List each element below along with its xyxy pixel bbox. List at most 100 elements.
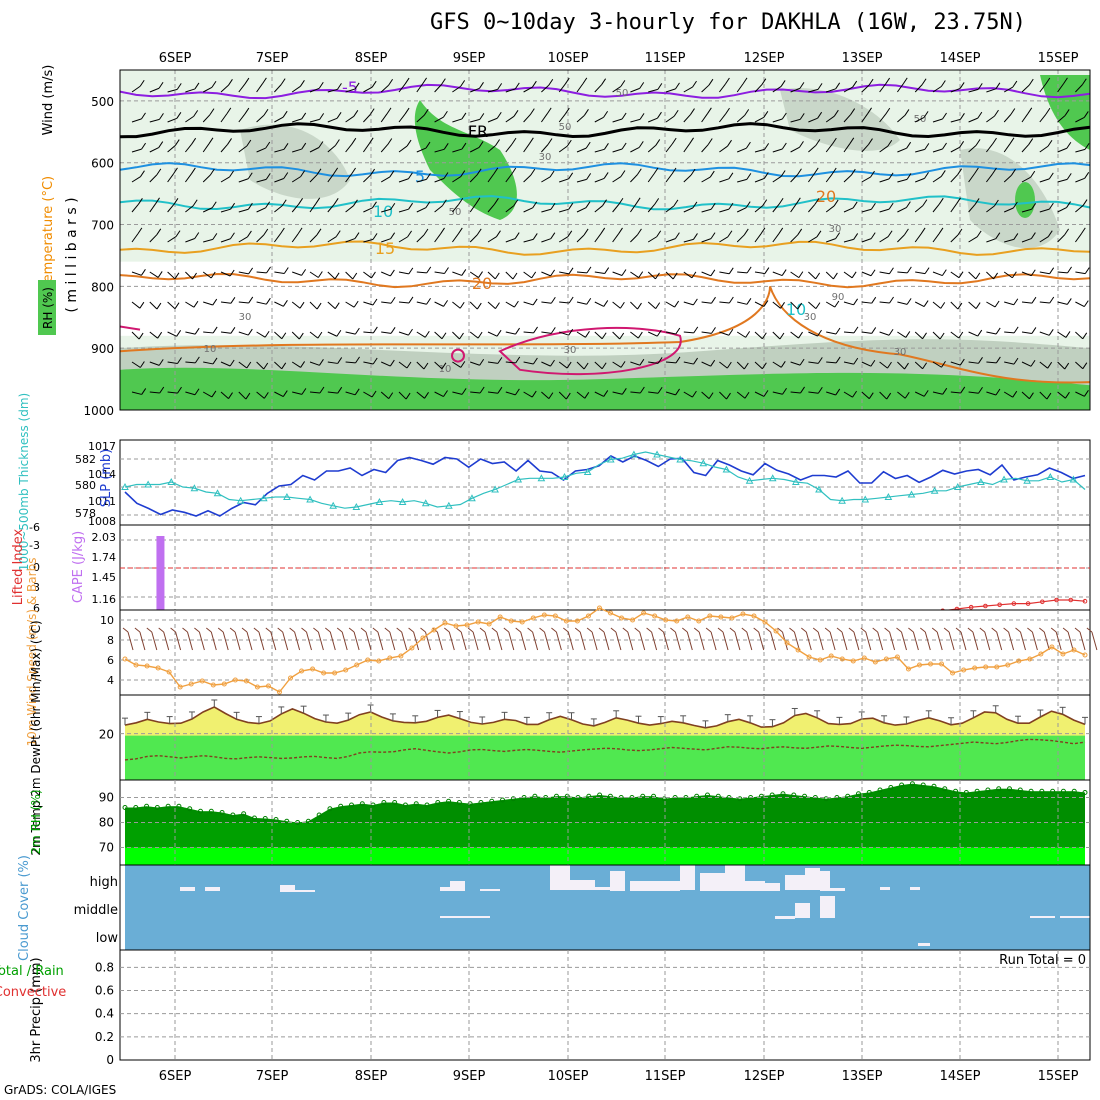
isotherm-label: 20 bbox=[472, 274, 492, 293]
wind-barb bbox=[683, 301, 694, 306]
wind-barb bbox=[1039, 145, 1049, 153]
wind-barb-flag bbox=[868, 392, 874, 399]
wind-barb bbox=[1075, 84, 1083, 93]
surface-wind-barb-flag bbox=[182, 627, 188, 633]
wind-barb-flag bbox=[798, 271, 804, 278]
wind-barb-flag bbox=[173, 167, 178, 175]
wind-barb bbox=[398, 301, 410, 304]
wind-barb bbox=[861, 84, 870, 93]
wind-barb-flag bbox=[780, 361, 786, 368]
wind-barb bbox=[754, 84, 763, 93]
wind-barb bbox=[149, 203, 156, 213]
wind-barb-flag bbox=[408, 328, 413, 336]
wind-barb-flag bbox=[709, 170, 715, 178]
wind-barb bbox=[185, 143, 193, 153]
wind-barb bbox=[1075, 331, 1084, 340]
wind-barb-flag bbox=[353, 300, 359, 308]
wind-barb bbox=[736, 114, 746, 123]
wind-speed-point bbox=[619, 615, 625, 621]
wind-barb-flag bbox=[746, 141, 751, 149]
wind-barb-flag bbox=[867, 107, 872, 115]
wind-barb bbox=[897, 234, 905, 243]
wind-barb-flag bbox=[494, 272, 500, 280]
wind-barb bbox=[1021, 238, 1032, 243]
wind-barb bbox=[131, 391, 142, 395]
surface-wind-barb-flag bbox=[384, 627, 391, 633]
surface-wind-barb bbox=[853, 631, 860, 651]
rh-point bbox=[694, 793, 700, 799]
wind-barb bbox=[363, 391, 373, 398]
wind-barb-flag bbox=[140, 170, 145, 177]
wind-barb bbox=[238, 145, 248, 153]
wind-barb bbox=[719, 145, 728, 153]
wind-barb bbox=[701, 113, 708, 123]
wind-barb-flag bbox=[550, 359, 555, 367]
surface-wind-barb bbox=[401, 631, 408, 651]
wind-barb bbox=[238, 236, 248, 243]
wind-barb bbox=[897, 178, 908, 183]
wind-barb bbox=[897, 331, 907, 338]
wind-barb bbox=[327, 331, 338, 337]
surface-wind-barb bbox=[151, 631, 158, 651]
surface-wind-barb bbox=[1031, 631, 1038, 651]
wind-barb bbox=[647, 301, 657, 310]
wind-barb-flag bbox=[372, 298, 378, 306]
wind-barb bbox=[683, 391, 693, 398]
wind-barb-flag bbox=[316, 168, 322, 176]
wind-barb bbox=[291, 203, 299, 213]
wind-barb bbox=[167, 236, 177, 243]
isotherm-label: 20 bbox=[816, 187, 836, 206]
surface-wind-barb bbox=[555, 631, 562, 651]
thickness-point bbox=[1023, 476, 1032, 484]
wind-barb-flag bbox=[177, 386, 182, 394]
wind-barb-flag bbox=[799, 358, 805, 366]
wind-speed-point bbox=[530, 615, 536, 621]
surface-wind-barb-flag bbox=[860, 627, 867, 633]
wind-barb-flag bbox=[138, 332, 144, 340]
wind-speed-point bbox=[519, 619, 525, 625]
wind-barb-flag bbox=[208, 137, 214, 145]
wind-barb bbox=[452, 118, 463, 123]
wind-barb-flag bbox=[977, 329, 983, 337]
wind-barb-flag bbox=[337, 83, 342, 90]
wind-barb-flag bbox=[297, 227, 303, 235]
wind-barb bbox=[808, 301, 817, 309]
cloud-background bbox=[125, 865, 1090, 950]
surface-wind-barb-flag bbox=[360, 627, 367, 633]
dewpt-fill bbox=[125, 735, 1085, 780]
wind-speed-point bbox=[850, 658, 856, 664]
wind-barb-flag bbox=[1009, 137, 1015, 145]
rh-point bbox=[381, 800, 387, 805]
wind-barb bbox=[327, 117, 338, 123]
x-tick-label-bottom: 8SEP bbox=[355, 1069, 388, 1084]
li-point bbox=[1025, 601, 1031, 606]
wind-barb-flag bbox=[906, 266, 912, 274]
wind-barb-flag bbox=[423, 109, 429, 116]
wind-barb-flag bbox=[1067, 266, 1072, 274]
surface-wind-barb-flag bbox=[800, 627, 807, 633]
rh-point bbox=[931, 783, 937, 789]
wind-barb-flag bbox=[797, 228, 803, 236]
wind-barb-flag bbox=[248, 267, 254, 275]
wind-barb bbox=[754, 148, 765, 153]
surface-wind-barb bbox=[1020, 631, 1026, 651]
wind-barb bbox=[861, 208, 872, 213]
wind-speed-point bbox=[552, 613, 558, 619]
wind-barb bbox=[737, 178, 747, 183]
wind-barb-flag bbox=[389, 359, 395, 367]
wind-barb bbox=[185, 361, 196, 364]
wind-barb-flag bbox=[850, 108, 856, 115]
wind-barb-flag bbox=[675, 388, 680, 396]
wind-barb bbox=[701, 144, 709, 153]
wind-barb bbox=[505, 143, 513, 153]
rh-point bbox=[640, 793, 646, 799]
wind-barb bbox=[416, 83, 424, 93]
wind-barb-flag bbox=[246, 139, 252, 147]
rh-point bbox=[823, 796, 829, 802]
wind-barb bbox=[452, 361, 462, 368]
rh-point bbox=[888, 785, 894, 790]
wind-barb-flag bbox=[975, 139, 981, 146]
wind-barb-flag bbox=[888, 202, 894, 210]
wind-barb-flag bbox=[1030, 232, 1036, 239]
